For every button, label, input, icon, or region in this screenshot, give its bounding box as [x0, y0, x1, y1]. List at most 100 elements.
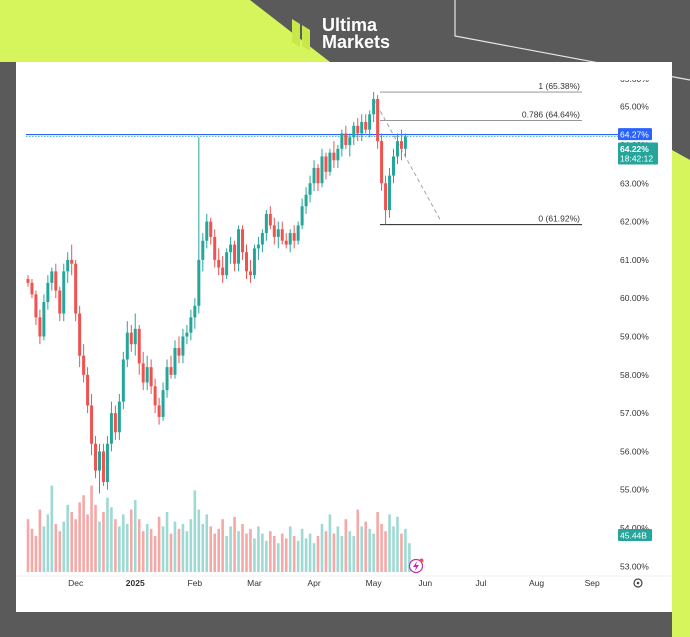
price-chart[interactable]: 1 (65.38%) 0.786 (64.64%) 0 (61.92%) 65.00%…: [16, 62, 672, 612]
volume-bar: [396, 516, 399, 572]
y-tick-label: 60.00%: [620, 293, 649, 303]
volume-bar: [177, 528, 181, 572]
x-tick-label: Mar: [247, 578, 262, 588]
candle-body: [213, 236, 217, 260]
candle-body: [78, 313, 82, 356]
candle-body: [229, 244, 233, 253]
candle-body: [94, 443, 98, 471]
candle-body: [384, 183, 388, 211]
settings-icon-ring: [633, 578, 643, 588]
candle-body: [360, 121, 364, 134]
candle-body: [125, 332, 129, 360]
volume-bar: [201, 524, 205, 572]
volume-bar: [82, 495, 85, 572]
candle-body: [201, 240, 205, 260]
volume-bar: [364, 521, 367, 572]
candle-body: [233, 244, 237, 264]
settings-icon-dot: [636, 581, 640, 585]
candle-body: [101, 451, 105, 483]
volume-bar: [376, 512, 379, 572]
x-tick-label: 2025: [126, 578, 145, 588]
candle-body: [177, 347, 181, 356]
candle-body: [260, 233, 264, 245]
candle-body: [46, 282, 50, 303]
brand-name-line1: Ultima: [322, 15, 378, 35]
candle-body: [62, 271, 66, 314]
volume-bar: [340, 536, 344, 572]
candle-body: [344, 133, 348, 145]
candle-body: [376, 98, 380, 142]
volume-bar: [273, 536, 276, 572]
candle-body: [161, 390, 165, 417]
volume-bar: [193, 490, 197, 572]
flash-icon[interactable]: [408, 558, 424, 574]
volume-bar: [90, 485, 93, 572]
chart-panel: 1 (65.38%) 0.786 (64.64%) 0 (61.92%) 65.00%…: [16, 62, 672, 612]
candle-body: [149, 367, 153, 387]
volume-bar: [34, 536, 38, 572]
x-tick-label: Jul: [475, 578, 486, 588]
candle-body: [217, 259, 221, 268]
candle-body: [352, 125, 356, 138]
volume-bar: [408, 543, 411, 572]
fib-level-label: 0 (61.92%): [538, 214, 580, 224]
candle-body: [241, 229, 245, 253]
candle-body: [42, 302, 46, 337]
volume-bar: [173, 521, 177, 572]
settings-icon[interactable]: [633, 578, 643, 588]
volume-bar: [229, 526, 232, 572]
candle-body: [54, 271, 58, 291]
volume-bar: [400, 533, 403, 572]
resistance-badge-text: 64.27%: [620, 130, 649, 140]
volume-bar: [62, 521, 66, 572]
volume-bar: [332, 533, 336, 572]
volume-bar: [94, 504, 97, 572]
volume-bar: [316, 536, 320, 572]
candle-body: [248, 271, 252, 276]
candle-body: [328, 152, 332, 172]
y-tick-mask: [618, 72, 668, 80]
candle-body: [395, 141, 399, 157]
candle-body: [50, 271, 54, 283]
candle-body: [205, 221, 209, 241]
candle-body: [388, 175, 392, 211]
x-tick-label: Sep: [585, 578, 600, 588]
candle-body: [221, 267, 225, 276]
volume-bar: [352, 536, 356, 572]
candle-body: [38, 317, 42, 337]
volume-bar: [205, 514, 209, 572]
candle-body: [98, 451, 101, 471]
candle-body: [276, 229, 280, 237]
candle-body: [153, 386, 157, 406]
volume-bar: [265, 540, 268, 572]
candle-body: [165, 367, 169, 391]
volume-bar: [110, 507, 113, 572]
volume-bar: [74, 519, 77, 572]
volume-bar: [126, 524, 129, 572]
volume-bar: [54, 524, 58, 572]
candle-body: [237, 229, 241, 264]
candle-body: [403, 136, 407, 149]
candle-body: [137, 328, 141, 364]
candle-body: [280, 229, 284, 241]
volume-bar: [197, 509, 201, 572]
volume-bar: [42, 526, 46, 572]
volume-bar: [38, 509, 42, 572]
candle-body: [399, 141, 403, 149]
volume-bar: [209, 526, 213, 572]
volume-bar: [384, 531, 387, 572]
volume-bar: [106, 497, 109, 572]
volume-bar: [141, 531, 145, 572]
candle-body: [189, 317, 193, 333]
ultima-logo-icon: [292, 19, 310, 51]
candle-body: [332, 152, 336, 161]
y-tick-label: 53.00%: [620, 561, 649, 571]
x-tick-label: May: [366, 578, 383, 588]
candle-body: [82, 355, 86, 375]
candle-body: [26, 279, 30, 283]
volume-bar: [404, 528, 407, 572]
candle-body: [129, 332, 133, 345]
countdown-badge-text: 18:42:12: [620, 154, 653, 164]
candle-body: [296, 225, 300, 241]
candle-body: [121, 359, 125, 402]
